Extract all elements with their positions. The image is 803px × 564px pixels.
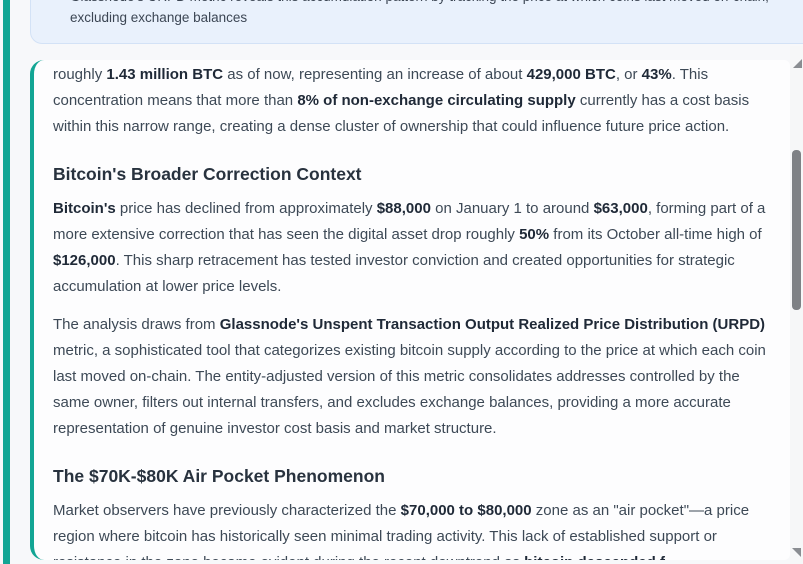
bold-text-run: $70,000 to $80,000 (400, 502, 532, 519)
text-run: roughly (53, 66, 107, 83)
bold-text-run: $88,000 (376, 200, 431, 217)
bold-text-run: 429,000 BTC (526, 66, 616, 83)
paragraph: Bitcoin's price has declined from approx… (53, 196, 770, 300)
bold-text-run: 50% (519, 226, 550, 243)
paragraph: roughly 1.43 million BTC as of now, repr… (53, 62, 770, 140)
scrollbar-thumb[interactable] (792, 150, 801, 310)
text-run: , or (615, 66, 642, 83)
bold-text-run: $126,000 (53, 252, 116, 269)
article-body: roughly 1.43 million BTC as of now, repr… (53, 62, 770, 560)
text-run: zone as an "air pocket"—a price region w… (53, 502, 750, 560)
bold-text-run: $63,000 (593, 200, 648, 217)
bold-text-run: Bitcoin's (53, 200, 116, 217)
text-run: . This concentration means that more tha… (53, 66, 709, 109)
callout-bullet-item: Glassnode's URPD metric reveals this acc… (56, 0, 788, 28)
callout-bullet-list: Glassnode's URPD metric reveals this acc… (56, 0, 788, 28)
paragraph: Market observers have previously charact… (53, 498, 770, 560)
scroll-down-arrow-icon[interactable] (792, 548, 801, 557)
text-run: , forming part of a more extensive corre… (53, 200, 766, 243)
text-run: price has declined from approximately (115, 200, 377, 217)
text-run: Market observers have previously charact… (53, 502, 401, 519)
bold-text-run: bitcoin descended f (524, 554, 665, 560)
text-run: The analysis draws from (53, 316, 220, 333)
text-run: as of now, representing an increase of a… (223, 66, 527, 83)
text-run: currently has a cost basis within this n… (53, 92, 750, 135)
section-heading: The $70K-$80K Air Pocket Phenomenon (53, 466, 385, 486)
left-accent-bar (3, 0, 10, 564)
paragraph: The analysis draws from Glassnode's Unsp… (53, 312, 770, 442)
bold-text-run: 8% of non-exchange circulating supply (297, 92, 576, 109)
text-run: metric, a sophisticated tool that catego… (53, 342, 766, 437)
bold-text-run: Glassnode's Unspent Transaction Output R… (219, 316, 766, 333)
text-run: from its October all-time high of (549, 226, 762, 243)
bold-text-run: 1.43 million BTC (106, 66, 224, 83)
section-heading: Bitcoin's Broader Correction Context (53, 164, 362, 184)
text-run: on January 1 to around (430, 200, 594, 217)
response-card: roughly 1.43 million BTC as of now, repr… (30, 60, 790, 560)
scroll-up-arrow-icon[interactable] (793, 59, 802, 68)
bold-text-run: 43% (641, 66, 672, 83)
text-run: . This sharp retracement has tested inve… (53, 252, 735, 295)
summary-callout: Glassnode's URPD metric reveals this acc… (30, 0, 803, 44)
